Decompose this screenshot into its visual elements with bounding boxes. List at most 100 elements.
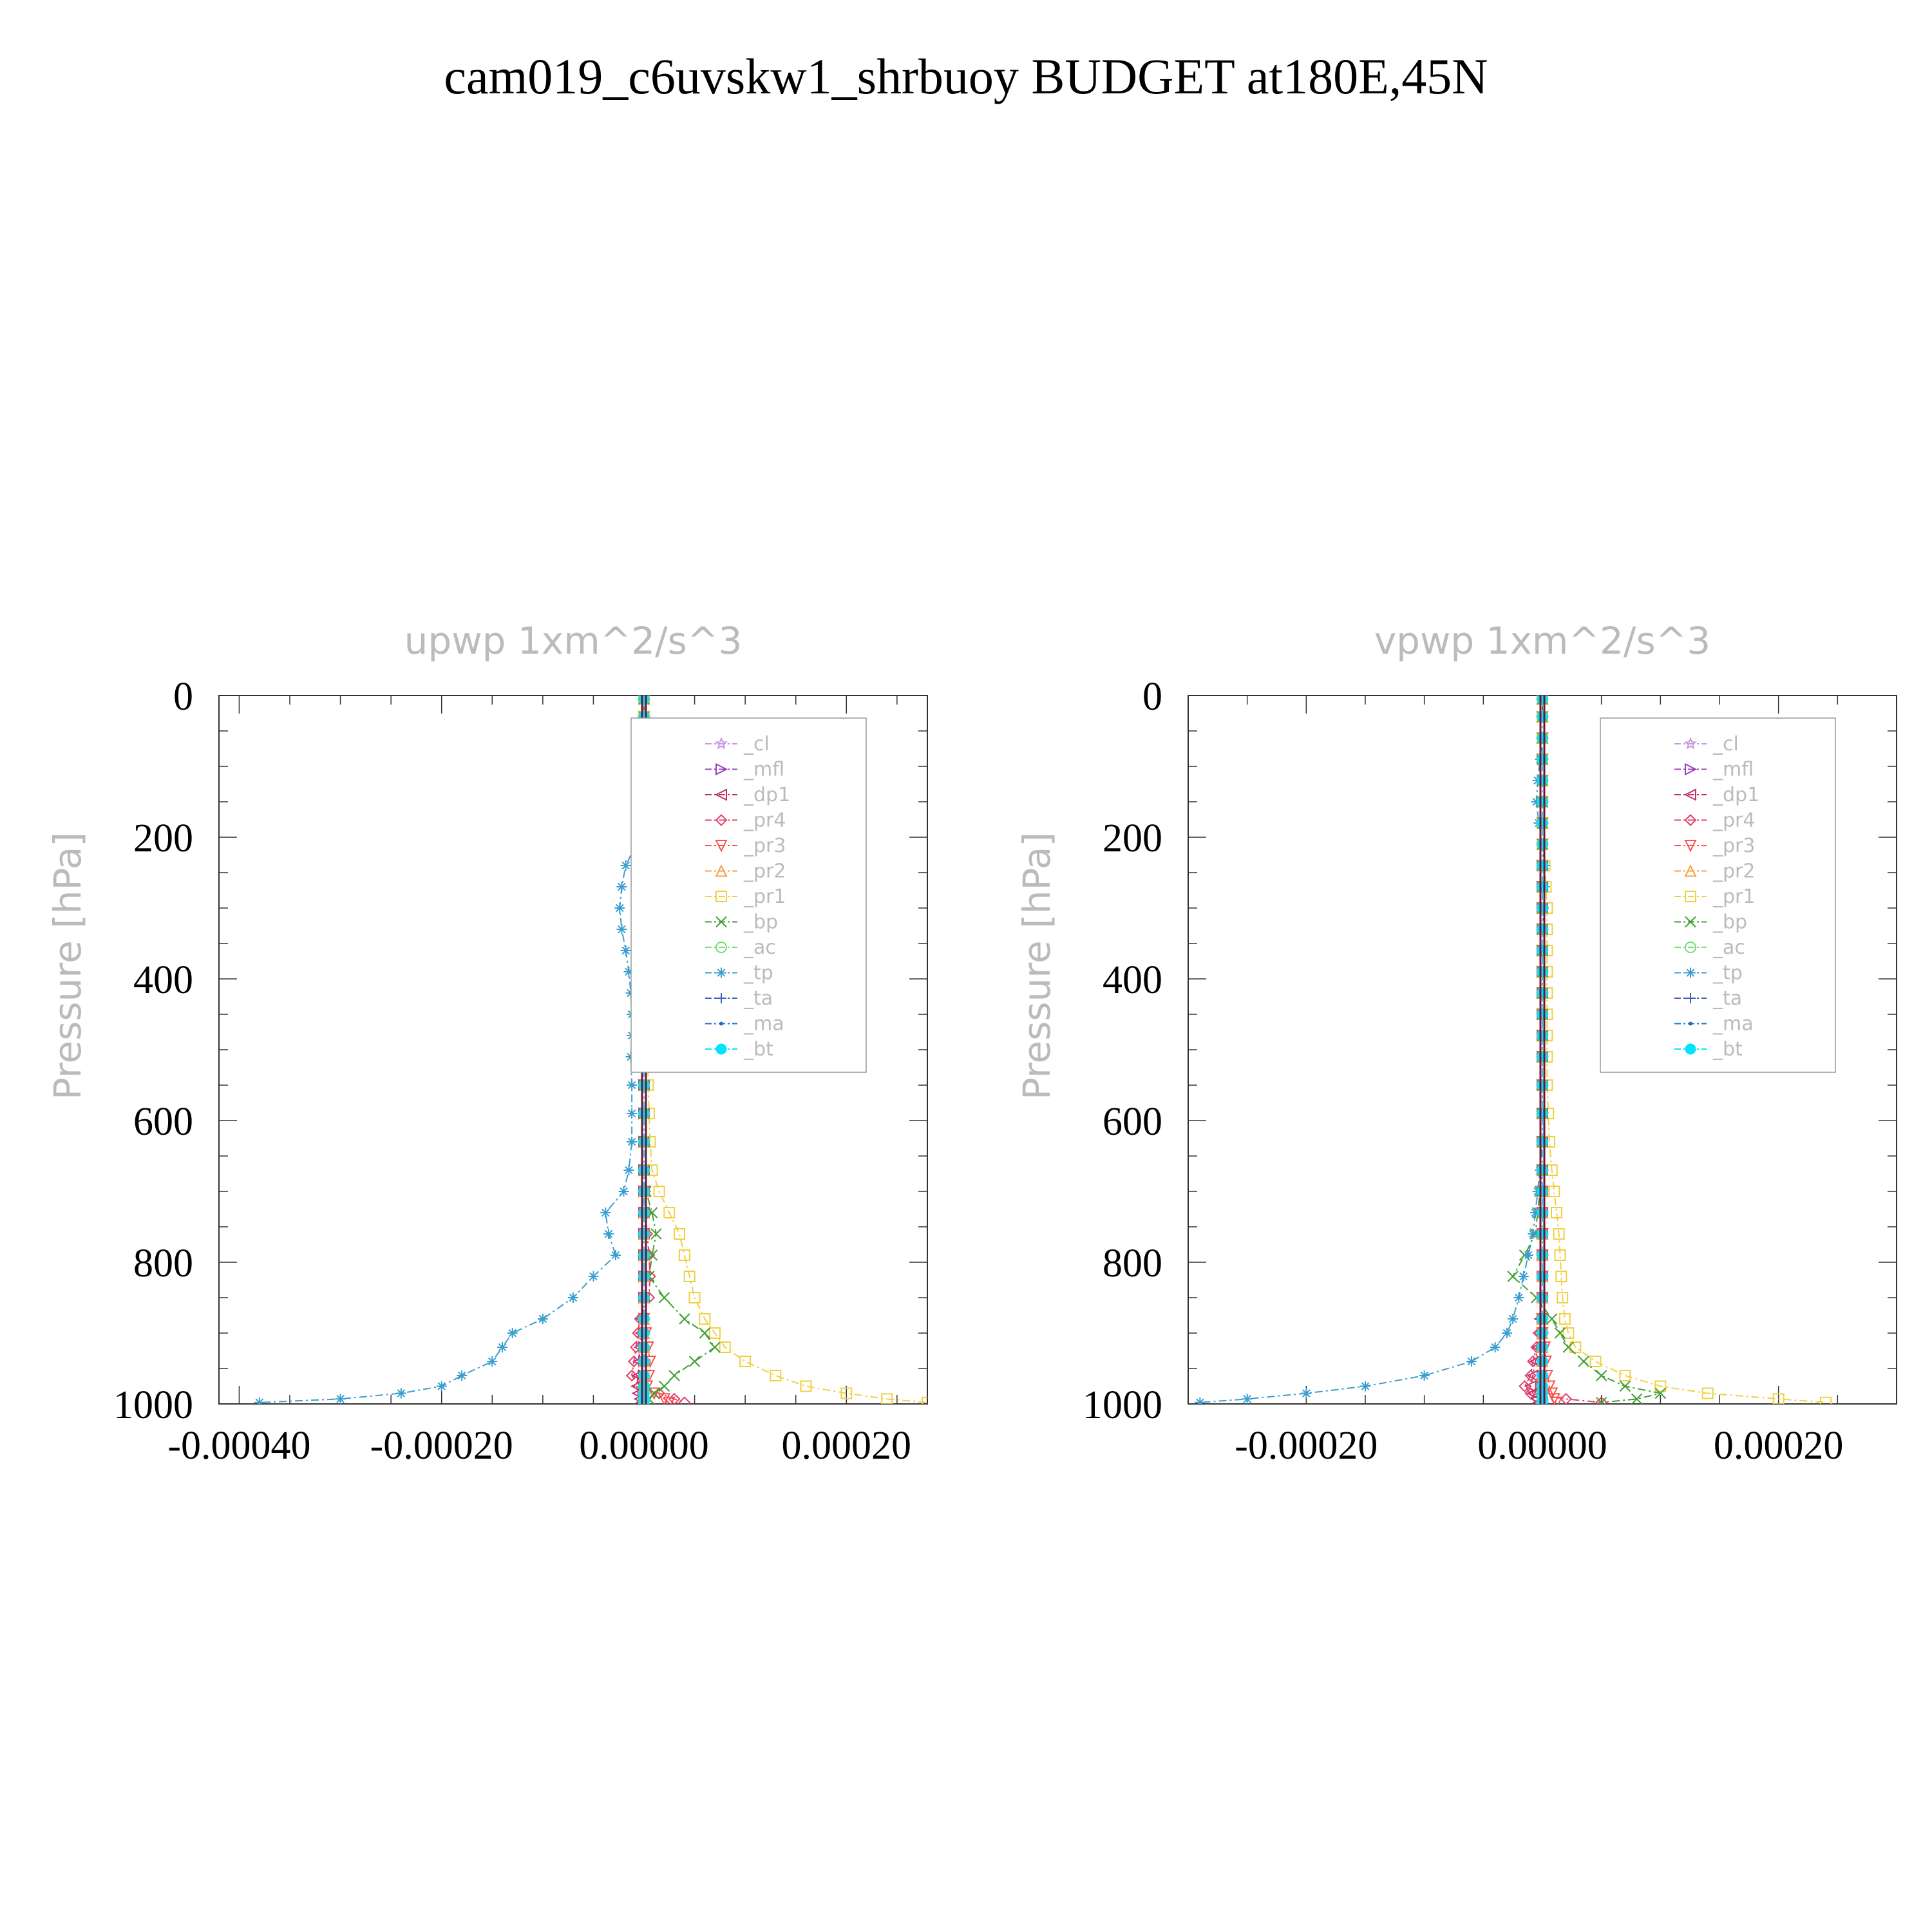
data-point bbox=[638, 1356, 650, 1367]
legend-label: _mfl bbox=[1712, 759, 1754, 781]
legend-marker bbox=[715, 916, 727, 928]
data-point bbox=[1537, 1313, 1548, 1325]
legend-marker bbox=[719, 1021, 723, 1026]
data-point bbox=[1631, 1393, 1643, 1404]
chart-title: upwp 1xm^2/s^3 bbox=[404, 619, 743, 663]
legend-box bbox=[630, 717, 867, 1073]
data-point bbox=[1419, 1370, 1430, 1381]
legend-marker bbox=[714, 788, 727, 801]
data-point bbox=[1518, 1271, 1529, 1282]
data-point bbox=[1524, 1387, 1537, 1399]
data-point bbox=[623, 1165, 634, 1175]
y-tick-label: 200 bbox=[133, 817, 193, 860]
data-point bbox=[1537, 1079, 1548, 1091]
data-point bbox=[627, 1080, 638, 1090]
data-point bbox=[1537, 1228, 1548, 1240]
data-point bbox=[709, 1341, 721, 1353]
data-point bbox=[922, 1396, 927, 1404]
data-point bbox=[611, 1250, 621, 1260]
data-point bbox=[658, 1393, 671, 1404]
y-tick-label: 200 bbox=[1103, 817, 1162, 860]
data-point bbox=[1537, 966, 1548, 978]
y-tick-label: 400 bbox=[1103, 958, 1162, 1002]
legend-marker bbox=[715, 762, 728, 776]
figure-title: cam019_c6uvskw1_shrbuoy BUDGET at180E,45… bbox=[444, 48, 1488, 104]
data-point bbox=[254, 1397, 265, 1404]
data-point bbox=[614, 903, 625, 913]
data-point bbox=[1537, 838, 1548, 850]
data-point bbox=[507, 1328, 518, 1338]
legend-marker bbox=[1685, 942, 1696, 953]
legend-label: _cl bbox=[1712, 733, 1739, 755]
data-point bbox=[1537, 1164, 1548, 1176]
legend-label: _dp1 bbox=[743, 784, 790, 806]
legend-label: _ac bbox=[743, 936, 776, 959]
data-point bbox=[653, 1186, 665, 1197]
data-point bbox=[1772, 1393, 1785, 1404]
data-point bbox=[1558, 1313, 1571, 1325]
legend-label: _ta bbox=[743, 987, 773, 1010]
data-point bbox=[1560, 1392, 1573, 1404]
data-point bbox=[1595, 1370, 1607, 1381]
data-point bbox=[1523, 1250, 1533, 1260]
legend-marker bbox=[1685, 967, 1696, 978]
data-point bbox=[650, 1228, 662, 1240]
data-point bbox=[1546, 1313, 1558, 1325]
data-point bbox=[638, 1207, 650, 1218]
data-point bbox=[709, 1327, 721, 1339]
data-point bbox=[1595, 1397, 1607, 1404]
chart-panels: upwp 1xm^2/s^3 Pressure [hPa] 0 200 400 600 80… bbox=[46, 619, 1897, 1468]
data-point bbox=[1537, 1327, 1548, 1339]
legend-label: _dp1 bbox=[1712, 784, 1759, 806]
legend-label: _pr3 bbox=[743, 835, 786, 857]
data-point bbox=[623, 967, 634, 977]
data-point bbox=[699, 1327, 710, 1339]
data-point bbox=[1530, 1208, 1540, 1218]
legend-marker bbox=[715, 814, 728, 826]
legend-marker bbox=[1685, 762, 1698, 776]
data-point bbox=[395, 1388, 406, 1399]
legend-label: _ma bbox=[743, 1013, 784, 1036]
data-point bbox=[620, 860, 631, 871]
data-point bbox=[1562, 1327, 1575, 1339]
legend-label: _pr4 bbox=[743, 810, 786, 832]
data-point bbox=[638, 1292, 650, 1303]
legend-marker bbox=[715, 891, 727, 902]
data-point bbox=[840, 1387, 853, 1399]
data-point bbox=[1553, 1228, 1565, 1240]
data-point bbox=[1507, 1271, 1519, 1282]
chart-panel-2: vpwp 1xm^2/s^3 Pressure [hPa] 0 200 400 600 80… bbox=[1015, 619, 1897, 1468]
legend-marker bbox=[1684, 864, 1697, 877]
legend-label: _bt bbox=[1712, 1038, 1743, 1061]
data-point bbox=[1537, 902, 1548, 914]
data-point bbox=[1490, 1342, 1501, 1352]
data-point bbox=[1537, 1136, 1548, 1148]
data-point bbox=[1537, 1051, 1548, 1063]
series-line-tp bbox=[1200, 699, 1546, 1403]
y-tick-label: 0 bbox=[173, 675, 193, 719]
data-point bbox=[537, 1314, 548, 1324]
legend-marker bbox=[715, 840, 728, 853]
data-point bbox=[1589, 1356, 1602, 1367]
data-point bbox=[638, 1108, 650, 1119]
legend-marker bbox=[1685, 1043, 1696, 1055]
data-point bbox=[568, 1293, 578, 1303]
data-point bbox=[688, 1292, 701, 1303]
data-point bbox=[1537, 775, 1548, 786]
data-point bbox=[1537, 1271, 1548, 1282]
data-point bbox=[648, 1387, 661, 1400]
legend-marker bbox=[1683, 737, 1698, 750]
data-point bbox=[1466, 1356, 1477, 1367]
data-point bbox=[616, 882, 627, 892]
data-point bbox=[1528, 1229, 1539, 1239]
legend-label: _bt bbox=[743, 1038, 773, 1061]
data-point bbox=[638, 1186, 650, 1197]
data-point bbox=[1537, 987, 1548, 999]
legend-marker bbox=[1684, 814, 1697, 826]
data-point bbox=[1537, 1207, 1548, 1218]
data-point bbox=[678, 1249, 690, 1261]
data-point bbox=[1537, 1108, 1548, 1119]
data-point bbox=[1537, 881, 1548, 893]
data-point bbox=[1537, 1370, 1548, 1381]
legend-marker bbox=[1685, 993, 1696, 1003]
